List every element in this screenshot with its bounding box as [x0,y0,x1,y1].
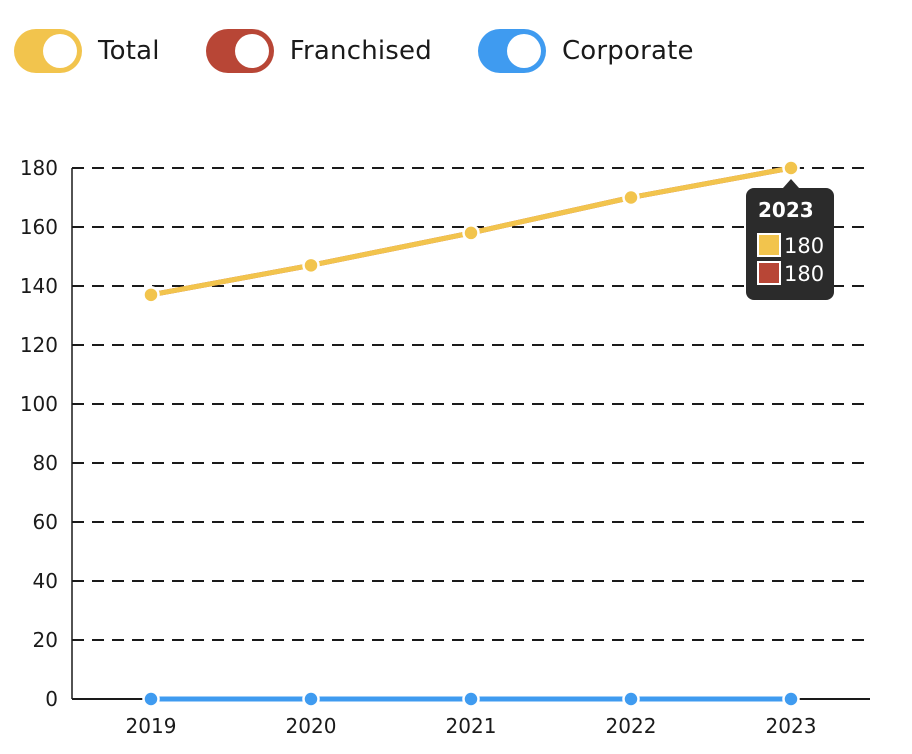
toggle-knob [43,34,77,68]
y-tick-label: 120 [20,333,58,357]
legend-label-corporate: Corporate [561,36,694,66]
y-tick-label: 40 [33,569,58,593]
data-point-corporate [462,690,480,708]
x-tick-label: 2021 [446,714,497,738]
legend-item-franchised[interactable]: Franchised [205,29,432,73]
tooltip-value: 180 [784,234,824,258]
data-point-total [142,286,160,304]
y-tick-label: 180 [20,156,58,180]
y-tick-label: 160 [20,215,58,239]
legend-item-total[interactable]: Total [14,29,160,73]
legend-label-franchised: Franchised [289,36,432,66]
y-tick-label: 60 [33,510,58,534]
data-point-total [622,188,640,207]
x-tick-label: 2022 [606,714,657,738]
toggle-knob [506,34,541,68]
data-point-total [462,224,480,242]
series-layer [142,159,800,708]
tooltip: 2023 180 180 [746,179,834,300]
tooltip-pointer [783,179,799,188]
data-point-total [302,256,320,275]
data-point-corporate [302,690,320,708]
grid-lines [72,167,870,641]
toggle-corporate[interactable] [477,29,546,73]
data-point-corporate [142,690,160,708]
legend: Total Franchised Corporate [14,29,740,73]
tooltip-swatch [757,261,781,285]
legend-item-corporate[interactable]: Corporate [477,29,694,73]
x-tick-label: 2023 [766,714,817,738]
tooltip-value: 180 [784,262,824,286]
toggle-total[interactable] [14,29,82,73]
y-tick-label: 140 [20,274,58,298]
legend-label-total: Total [98,36,160,66]
toggle-knob [234,34,269,68]
x-tick-label: 2020 [286,714,337,738]
y-tick-label: 0 [45,687,58,711]
axes: 0 20 40 60 80 100 120 140 160 180 2019 2020 2021 2022… [20,156,870,738]
y-tick-label: 20 [33,628,58,652]
data-point-corporate [622,690,640,708]
data-point-total [782,159,800,177]
data-point-corporate [782,690,800,708]
x-tick-label: 2019 [126,714,177,738]
tooltip-title: 2023 [758,198,814,222]
toggle-franchised[interactable] [205,29,274,73]
y-tick-label: 80 [33,451,58,475]
y-tick-label: 100 [20,392,58,416]
tooltip-swatch [757,233,781,257]
